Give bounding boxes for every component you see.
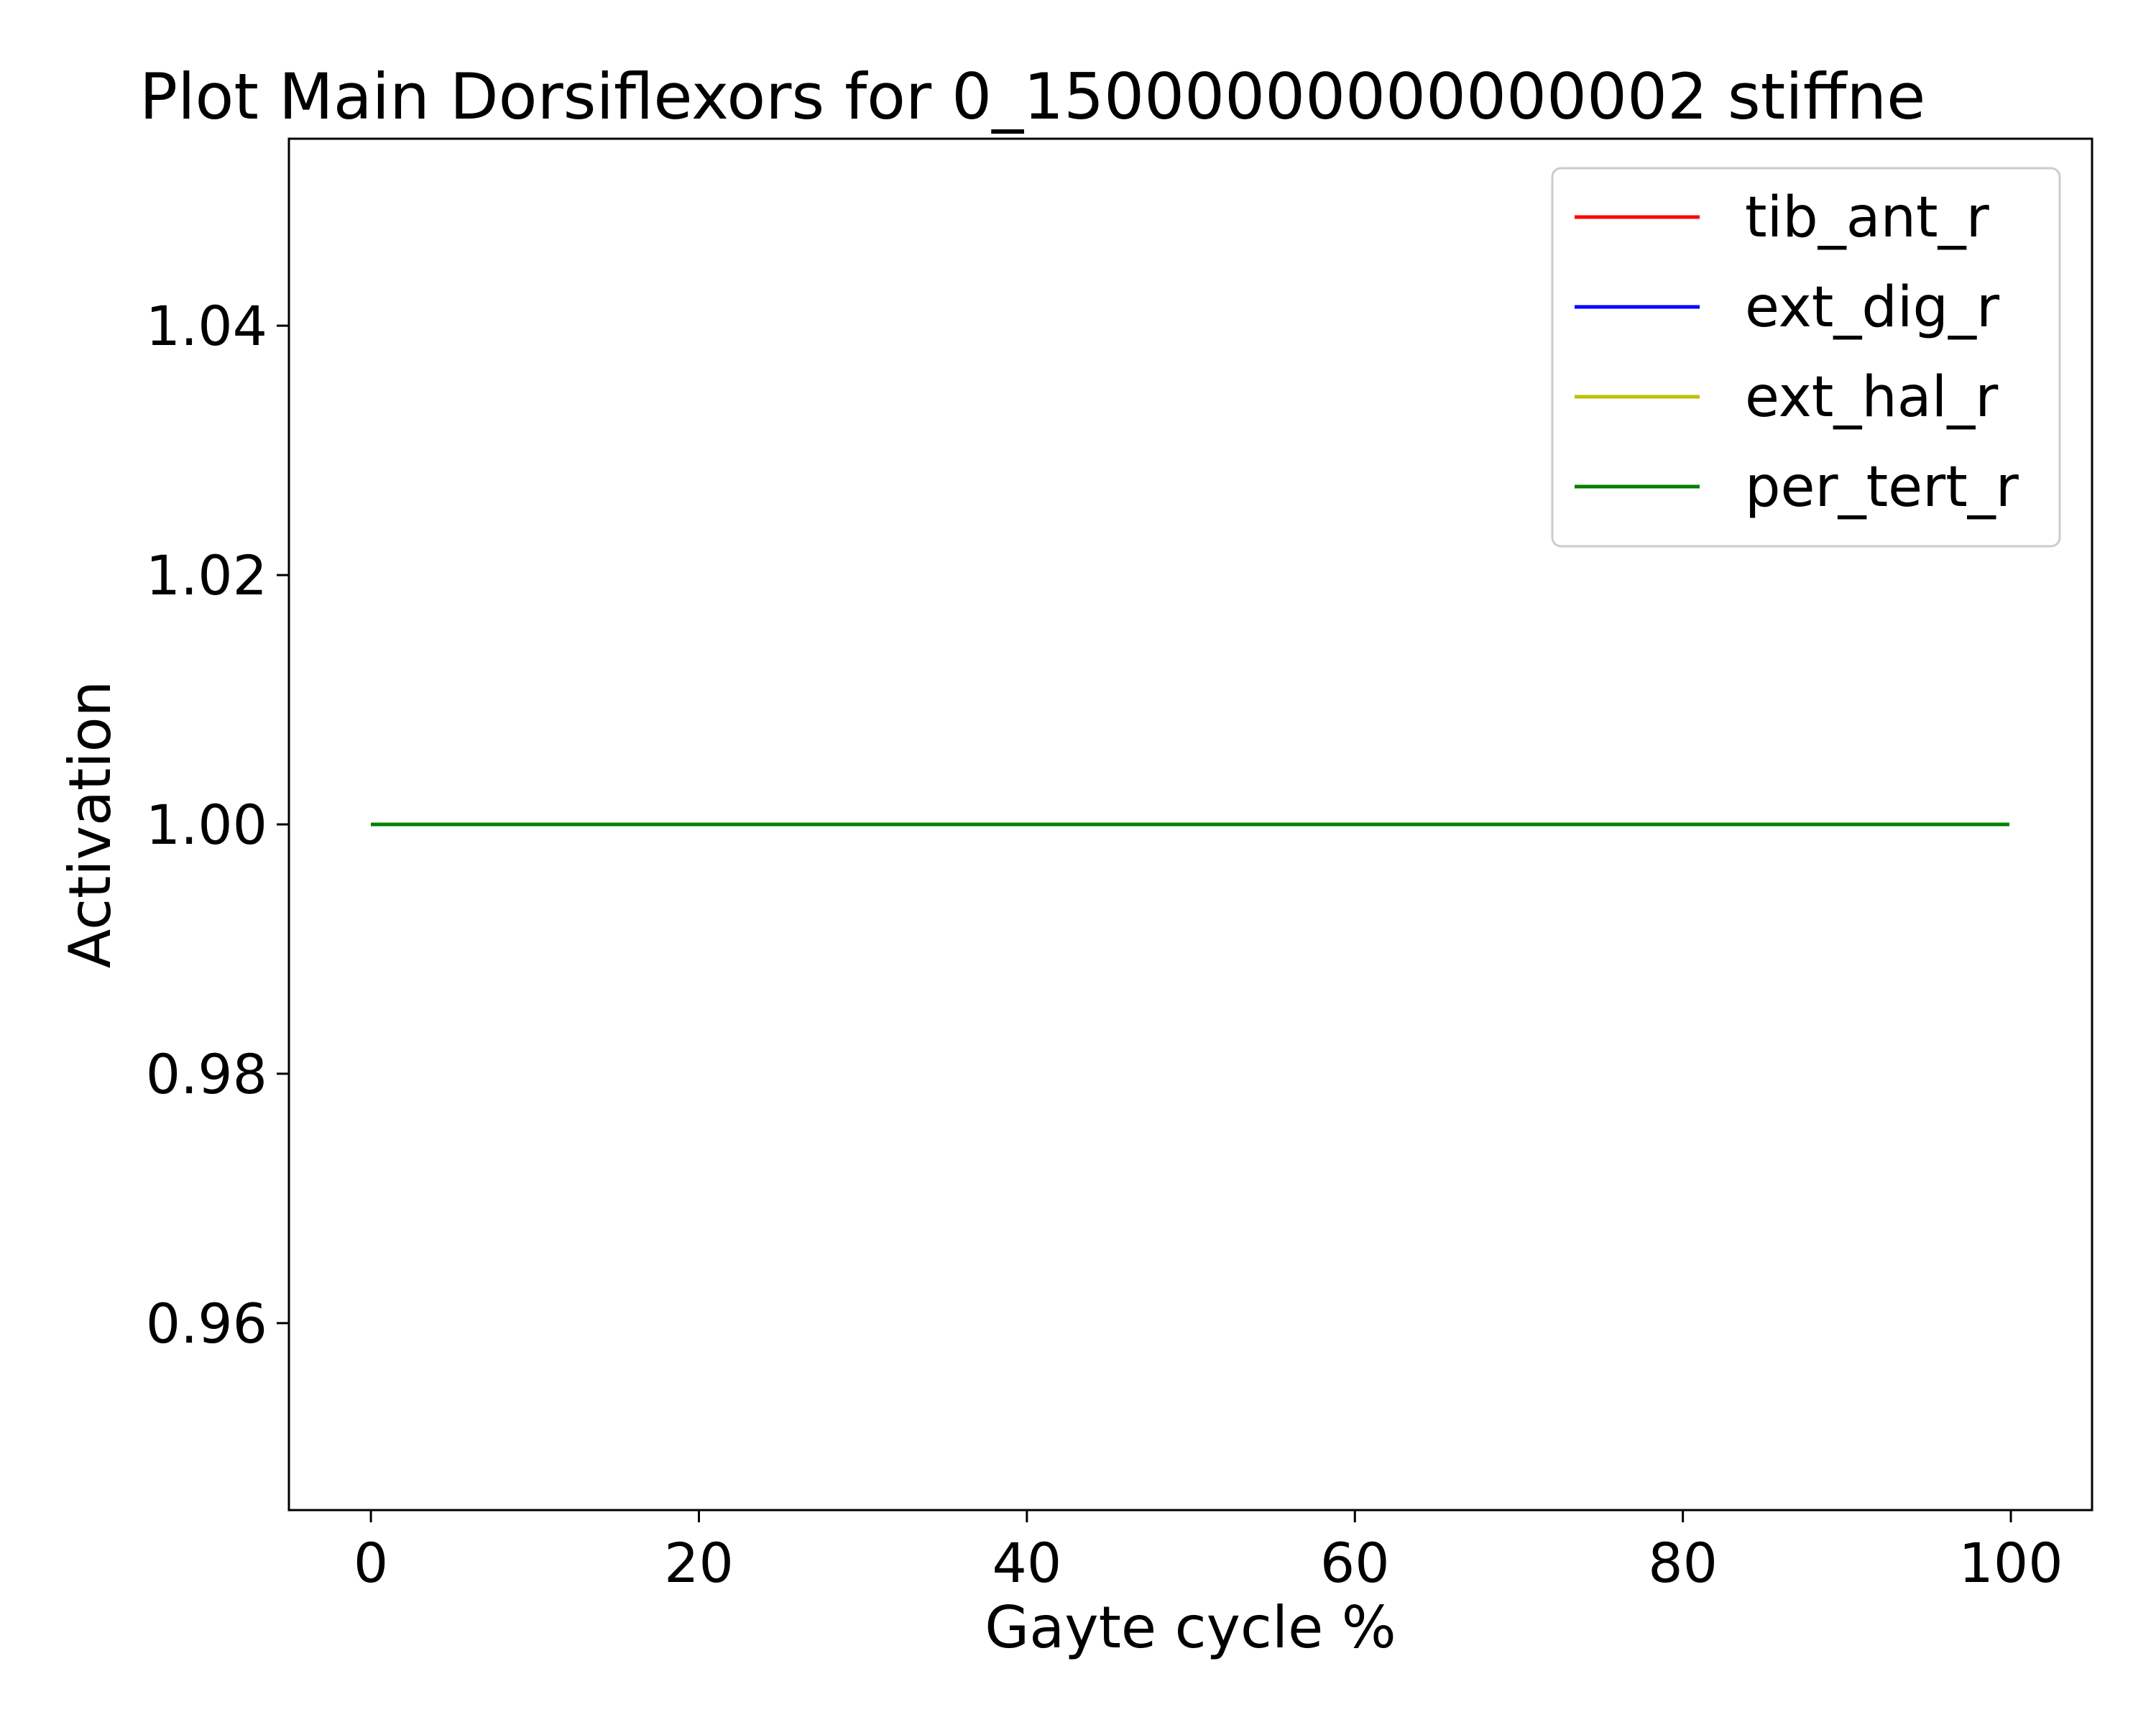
x-tick-label: 80 bbox=[1648, 1531, 1718, 1595]
x-axis-ticks: 0 20 40 60 80 100 bbox=[354, 1510, 2063, 1595]
y-tick-label: 1.02 bbox=[146, 543, 267, 607]
y-axis-label: Activation bbox=[57, 681, 124, 969]
y-axis-ticks: 0.96 0.98 1.00 1.02 1.04 bbox=[146, 294, 289, 1356]
legend-label: per_tert_r bbox=[1745, 455, 2019, 520]
x-tick-label: 100 bbox=[1959, 1531, 2063, 1595]
legend-label: ext_hal_r bbox=[1745, 365, 1999, 430]
x-tick-label: 60 bbox=[1320, 1531, 1390, 1595]
y-tick-label: 1.00 bbox=[146, 793, 267, 857]
x-tick-label: 20 bbox=[664, 1531, 734, 1595]
y-tick-label: 0.96 bbox=[146, 1292, 267, 1356]
chart-title: Plot Main Dorsiflexors for 0_15000000000… bbox=[139, 60, 1925, 134]
x-tick-label: 40 bbox=[992, 1531, 1062, 1595]
y-tick-label: 0.98 bbox=[146, 1042, 267, 1106]
legend-label: ext_dig_r bbox=[1745, 275, 2000, 340]
legend: tib_ant_r ext_dig_r ext_hal_r per_tert_r bbox=[1551, 167, 2061, 548]
legend-label: tib_ant_r bbox=[1745, 185, 1990, 250]
x-tick-label: 0 bbox=[354, 1531, 388, 1595]
x-axis-label: Gayte cycle % bbox=[985, 1594, 1396, 1661]
legend-box bbox=[1551, 167, 2061, 548]
y-tick-label: 1.04 bbox=[146, 294, 267, 358]
